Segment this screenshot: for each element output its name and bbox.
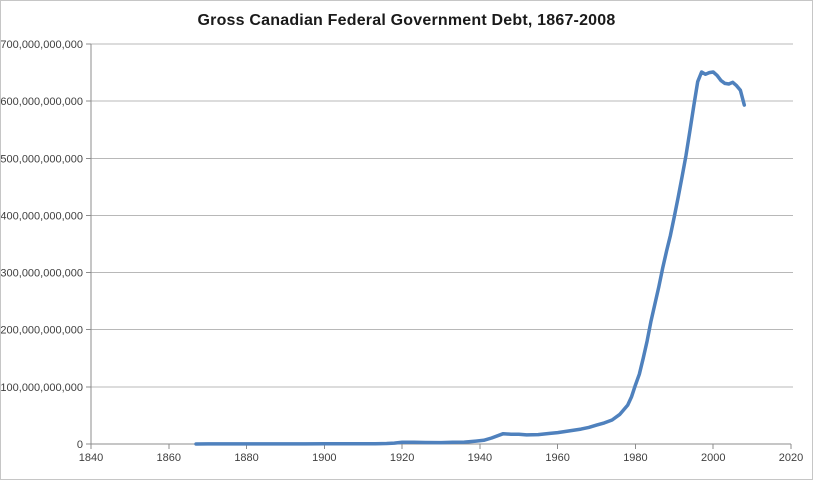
- x-tick-label: 1860: [157, 452, 181, 464]
- debt-series-line: [194, 70, 747, 446]
- y-tick-label: 500,000,000,000: [1, 153, 83, 165]
- x-tick-label: 2020: [779, 452, 803, 464]
- x-tick-label: 1920: [390, 452, 414, 464]
- x-tick-label: 1840: [79, 452, 103, 464]
- y-tick-labels: 0 100,000,000,000 200,000,000,000 300,000,0…: [1, 39, 83, 451]
- x-tick-label: 1960: [545, 452, 569, 464]
- y-tick-label: 400,000,000,000: [1, 210, 83, 222]
- y-tick-label: 300,000,000,000: [1, 268, 83, 280]
- y-tick-label: 700,000,000,000: [1, 39, 83, 51]
- y-gridlines: [91, 43, 793, 388]
- axes: [86, 43, 792, 449]
- x-tick-label: 1940: [468, 452, 492, 464]
- y-tick-label: 0: [77, 439, 83, 451]
- y-tick-label: 200,000,000,000: [1, 325, 83, 337]
- x-tick-label: 2000: [701, 452, 725, 464]
- x-tick-labels: 1840 1860 1880 1900 1920 1940 1960 1980 2000 2020: [79, 452, 803, 464]
- x-tick-label: 1980: [623, 452, 647, 464]
- y-tick-label: 100,000,000,000: [1, 382, 83, 394]
- x-tick-label: 1880: [234, 452, 258, 464]
- y-tick-label: 600,000,000,000: [1, 96, 83, 108]
- chart-title: Gross Canadian Federal Government Debt, …: [197, 12, 616, 29]
- x-tick-label: 1900: [312, 452, 336, 464]
